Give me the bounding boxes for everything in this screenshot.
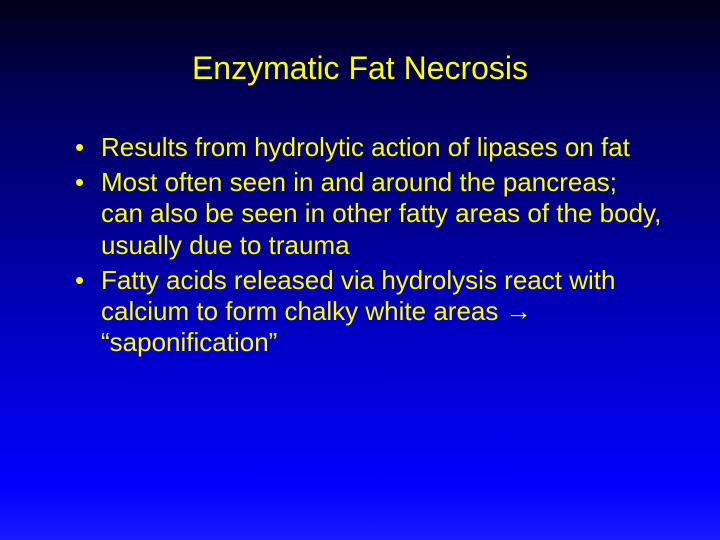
bullet-list: Results from hydrolytic action of lipase… xyxy=(55,132,665,358)
list-item: Fatty acids released via hydrolysis reac… xyxy=(55,265,665,359)
list-item: Most often seen in and around the pancre… xyxy=(55,167,665,261)
list-item: Results from hydrolytic action of lipase… xyxy=(55,132,665,163)
slide-title: Enzymatic Fat Necrosis xyxy=(55,50,665,87)
slide: Enzymatic Fat Necrosis Results from hydr… xyxy=(0,0,720,540)
